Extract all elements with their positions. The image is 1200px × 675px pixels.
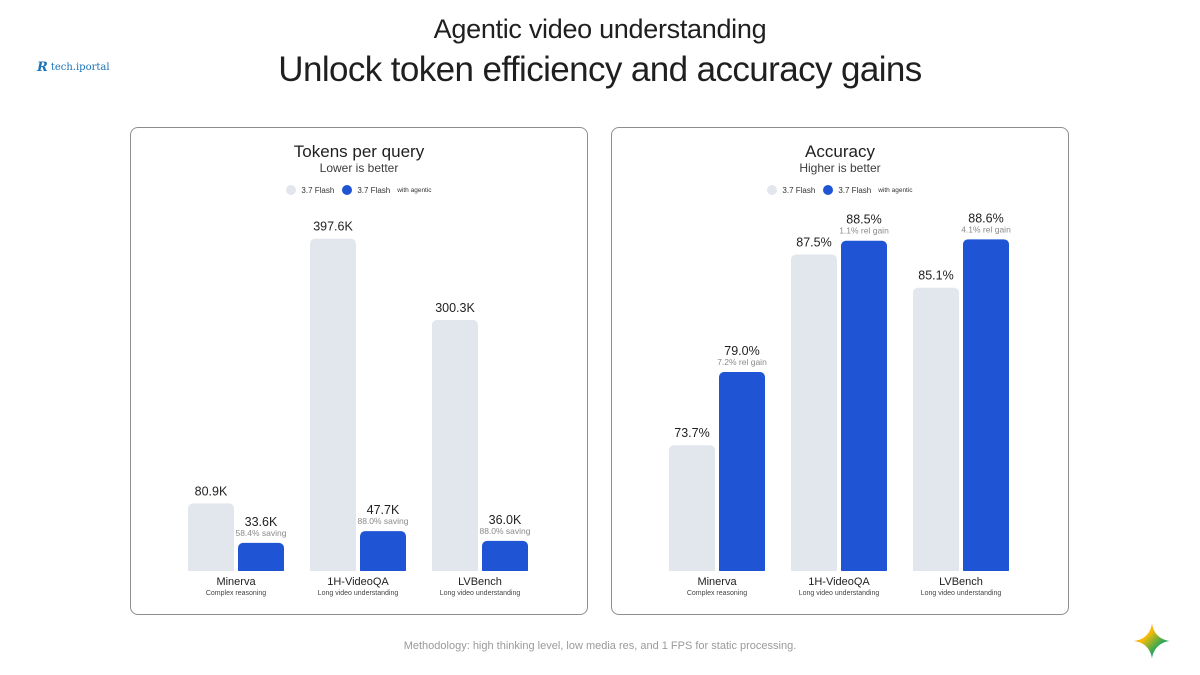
chart-title: Accuracy (805, 142, 875, 161)
legend-label-base: 3.7 Flash (782, 185, 816, 195)
bar-baseline-mask (431, 571, 529, 579)
bar-baseline-mask (309, 571, 407, 579)
watermark-logo: R tech.iportal (37, 60, 110, 75)
tick-label-category: Minerva (697, 576, 737, 588)
data-annotation: 1.1% rel gain (839, 226, 889, 236)
data-label-base: 73.7% (674, 426, 709, 440)
data-label-base: 85.1% (918, 269, 953, 283)
tick-label-category: 1H-VideoQA (327, 576, 389, 588)
bar-agentic (360, 531, 406, 575)
legend-swatch-base (286, 185, 297, 195)
bar-base (310, 238, 356, 575)
accuracy-chart-panel: Accuracy Higher is better 3.7 Flash 3.7 … (611, 127, 1069, 615)
data-label-agentic: 88.6% (968, 211, 1003, 225)
bar-agentic (963, 239, 1009, 575)
bar-baseline-mask (668, 571, 766, 579)
bar-agentic (238, 542, 284, 575)
slide-subtitle: Agentic video understanding (433, 14, 767, 44)
tokens-chart-panel: Tokens per query Lower is better 3.7 Fla… (130, 127, 588, 615)
bar-base (188, 503, 234, 575)
methodology-note: Methodology: high thinking level, low me… (403, 640, 797, 652)
bar-base (791, 254, 837, 575)
tick-label-category: Minerva (216, 576, 256, 588)
legend-label-base: 3.7 Flash (301, 185, 335, 195)
tick-sublabel-category: Long video understanding (921, 590, 1002, 597)
legend-label-agentic: 3.7 Flash (838, 185, 872, 195)
tick-sublabel-category: Complex reasoning (687, 590, 747, 597)
legend-item-base: 3.7 Flash (286, 185, 334, 195)
tick-sublabel-category: Long video understanding (799, 590, 880, 597)
bar-baseline-mask (187, 571, 285, 579)
data-annotation: 88.0% saving (479, 526, 530, 536)
legend-label-agentic: 3.7 Flash (357, 185, 391, 195)
accuracy-chart-plot: 73.7% 79.0%7.2% rel gain Minerva Complex re… (668, 211, 1011, 597)
slide-title: Unlock token efficiency and accuracy gai… (278, 50, 922, 89)
data-label-base: 87.5% (796, 236, 831, 250)
data-annotation: 58.4% saving (235, 528, 286, 538)
data-label-base: 80.9K (195, 484, 228, 498)
tick-label-category: 1H-VideoQA (808, 576, 870, 588)
bar-agentic (841, 240, 887, 576)
chart-note: Higher is better (799, 161, 881, 175)
data-annotation: 7.2% rel gain (717, 357, 767, 367)
data-label-agentic: 47.7K (367, 503, 400, 517)
data-label-agentic: 79.0% (724, 344, 759, 358)
bar-baseline-mask (790, 571, 888, 579)
tick-sublabel-category: Complex reasoning (206, 590, 266, 597)
bar-base (913, 287, 959, 575)
legend-label-agentic-suffix: with agentic (397, 186, 432, 194)
data-label-base: 300.3K (435, 301, 475, 315)
watermark-text: tech.iportal (50, 62, 110, 73)
gemini-sparkle-icon (1134, 623, 1170, 659)
chart-title: Tokens per query (293, 142, 425, 161)
bar-base (669, 445, 715, 575)
data-label-agentic: 33.6K (245, 515, 278, 529)
data-annotation: 4.1% rel gain (961, 224, 1011, 234)
legend-item-agentic: 3.7 Flash with agentic (342, 185, 432, 195)
bar-baseline-mask (912, 571, 1010, 579)
legend-swatch-agentic (342, 185, 353, 195)
bar-agentic (482, 540, 528, 575)
data-label-base: 397.6K (313, 220, 353, 234)
bar-agentic (719, 372, 765, 575)
watermark-r-icon: R (37, 60, 48, 75)
data-label-agentic: 88.5% (846, 213, 881, 227)
tick-label-category: LVBench (458, 576, 502, 588)
tick-label-category: LVBench (939, 576, 983, 588)
legend: 3.7 Flash 3.7 Flash with agentic (131, 185, 587, 195)
tick-sublabel-category: Long video understanding (318, 590, 399, 597)
bar-base (432, 320, 478, 575)
chart-note: Lower is better (319, 161, 399, 175)
legend-item-agentic: 3.7 Flash with agentic (823, 185, 913, 195)
data-label-agentic: 36.0K (489, 513, 522, 527)
legend-item-base: 3.7 Flash (767, 185, 815, 195)
data-annotation: 88.0% saving (357, 516, 408, 526)
legend-swatch-agentic (823, 185, 834, 195)
tick-sublabel-category: Long video understanding (440, 590, 521, 597)
legend: 3.7 Flash 3.7 Flash with agentic (612, 185, 1068, 195)
legend-swatch-base (767, 185, 778, 195)
legend-label-agentic-suffix: with agentic (878, 186, 913, 194)
